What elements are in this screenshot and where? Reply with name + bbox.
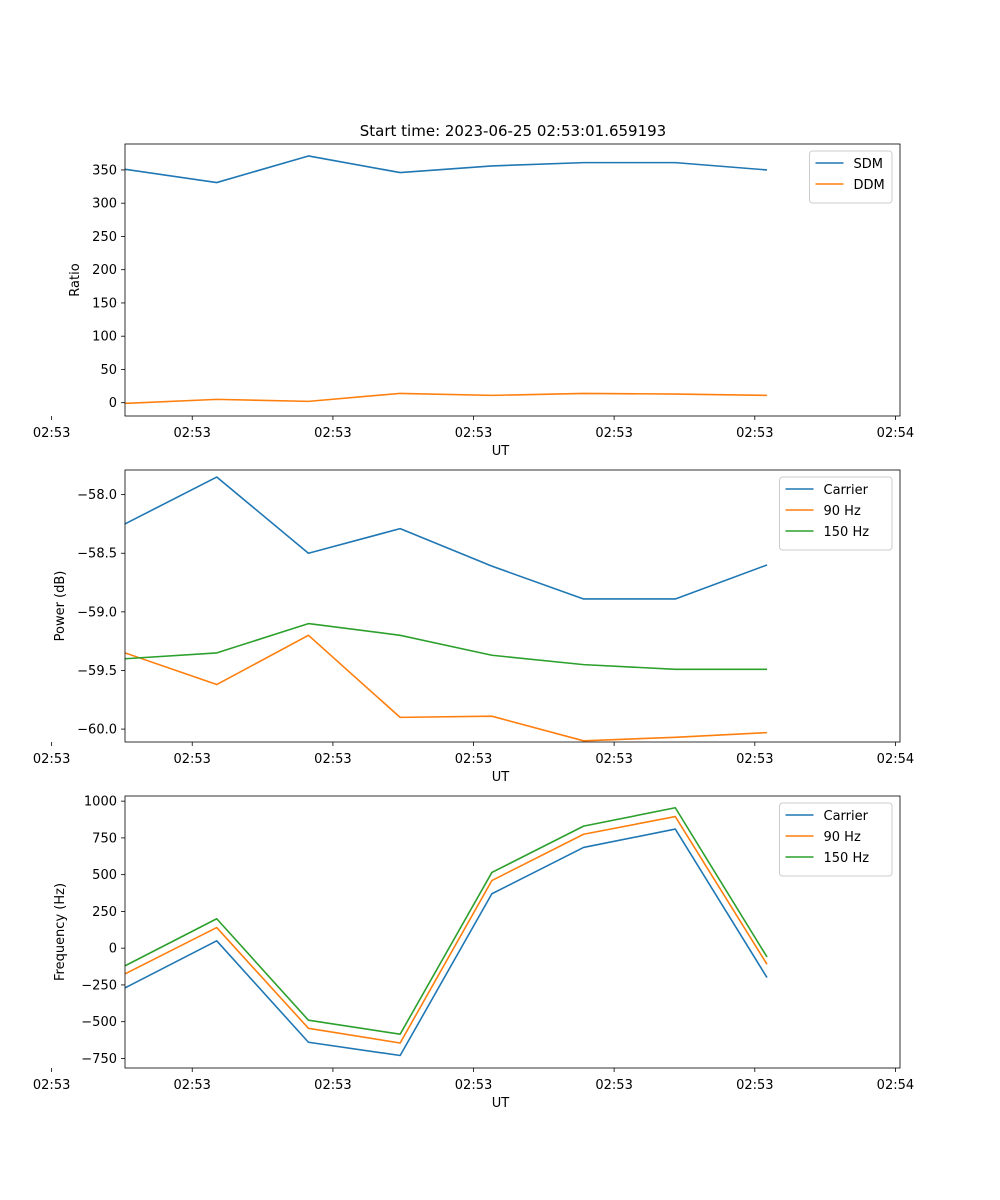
y-tick-label: −59.0 (77, 605, 117, 620)
y-tick-label: 200 (92, 263, 117, 278)
y-tick-label: 100 (92, 330, 117, 345)
y-tick-label: −58.0 (77, 488, 117, 503)
x-tick-label: 02:53 (173, 1078, 210, 1093)
series-line-90-hz (124, 634, 768, 742)
y-axis-label: Power (dB) (53, 571, 68, 642)
y-tick-label: −60.0 (77, 723, 117, 738)
y-tick-label: −750 (81, 1052, 117, 1067)
y-axis-label: Frequency (Hz) (53, 883, 68, 981)
y-tick-label: 350 (92, 163, 117, 178)
y-tick-label: 0 (109, 396, 117, 411)
y-tick-label: −58.5 (77, 547, 117, 562)
legend-label: 150 Hz (824, 851, 870, 866)
axes-panel-2: −58.0 −58.5 −59.0 −59.5 −60.0 02:53 02:53 02:53… (33, 469, 914, 785)
legend-label: 90 Hz (824, 504, 861, 519)
y-tick-label: −250 (81, 978, 117, 993)
legend-label: SDM (854, 157, 883, 172)
x-tick-label: 02:53 (595, 752, 632, 767)
series-line-150-hz (124, 622, 768, 671)
x-axis-label: UT (492, 1096, 510, 1111)
legend-label: 150 Hz (824, 525, 870, 540)
y-tick-label: 250 (92, 905, 117, 920)
x-tick-label: 02:53 (33, 426, 70, 441)
legend-label: Carrier (824, 483, 869, 498)
axes-panel-1: 0 50 100 150 200 250 300 350 02:53 02:53 02:53 02:5… (33, 143, 914, 459)
x-tick-label: 02:53 (736, 426, 773, 441)
series-line-sdm (124, 155, 768, 184)
series-line-carrier (124, 476, 768, 600)
series-line-150-hz (124, 806, 768, 1035)
figure-title: Start time: 2023-06-25 02:53:01.659193 (360, 122, 666, 140)
x-tick-label: 02:53 (455, 752, 492, 767)
y-tick-label: 1000 (84, 795, 117, 810)
x-tick-label: 02:53 (736, 752, 773, 767)
series-line-90-hz (124, 815, 768, 1044)
x-tick-label: 02:53 (173, 752, 210, 767)
y-tick-label: 0 (109, 942, 117, 957)
y-tick-label: −500 (81, 1015, 117, 1030)
y-tick-label: 500 (92, 868, 117, 883)
x-tick-label: 02:53 (595, 426, 632, 441)
legend-box (809, 150, 893, 204)
x-tick-label: 02:53 (455, 426, 492, 441)
x-tick-label: 02:54 (877, 1078, 914, 1093)
legend: Carrier 90 Hz 150 Hz (779, 476, 893, 551)
legend: SDM DDM (809, 150, 893, 204)
axes-frame (124, 469, 901, 743)
y-tick-label: 750 (92, 831, 117, 846)
x-tick-label: 02:54 (877, 752, 914, 767)
x-tick-label: 02:53 (595, 1078, 632, 1093)
x-tick-label: 02:53 (314, 426, 351, 441)
x-tick-label: 02:53 (33, 752, 70, 767)
x-tick-label: 02:53 (33, 1078, 70, 1093)
y-axis-label: Ratio (68, 263, 83, 296)
legend-label: DDM (854, 178, 885, 193)
x-tick-label: 02:53 (314, 752, 351, 767)
x-tick-label: 02:53 (455, 1078, 492, 1093)
x-axis-label: UT (492, 444, 510, 459)
x-tick-label: 02:53 (736, 1078, 773, 1093)
y-tick-label: 250 (92, 230, 117, 245)
y-tick-label: 300 (92, 197, 117, 212)
legend-label: 90 Hz (824, 830, 861, 845)
y-tick-label: 50 (100, 363, 117, 378)
axes-frame (124, 795, 901, 1069)
series-line-carrier (124, 828, 768, 1057)
axes-frame (124, 143, 901, 417)
y-tick-label: −59.5 (77, 664, 117, 679)
series-line-ddm (124, 392, 768, 405)
axes-panel-3: 1000 750 500 250 0 −250 −500 −750 02:53 02:53 02:5… (33, 795, 914, 1111)
x-tick-label: 02:53 (173, 426, 210, 441)
x-tick-label: 02:53 (314, 1078, 351, 1093)
y-tick-label: 150 (92, 296, 117, 311)
x-tick-label: 02:54 (877, 426, 914, 441)
legend-label: Carrier (824, 809, 869, 824)
legend: Carrier 90 Hz 150 Hz (779, 802, 893, 877)
x-axis-label: UT (492, 770, 510, 785)
